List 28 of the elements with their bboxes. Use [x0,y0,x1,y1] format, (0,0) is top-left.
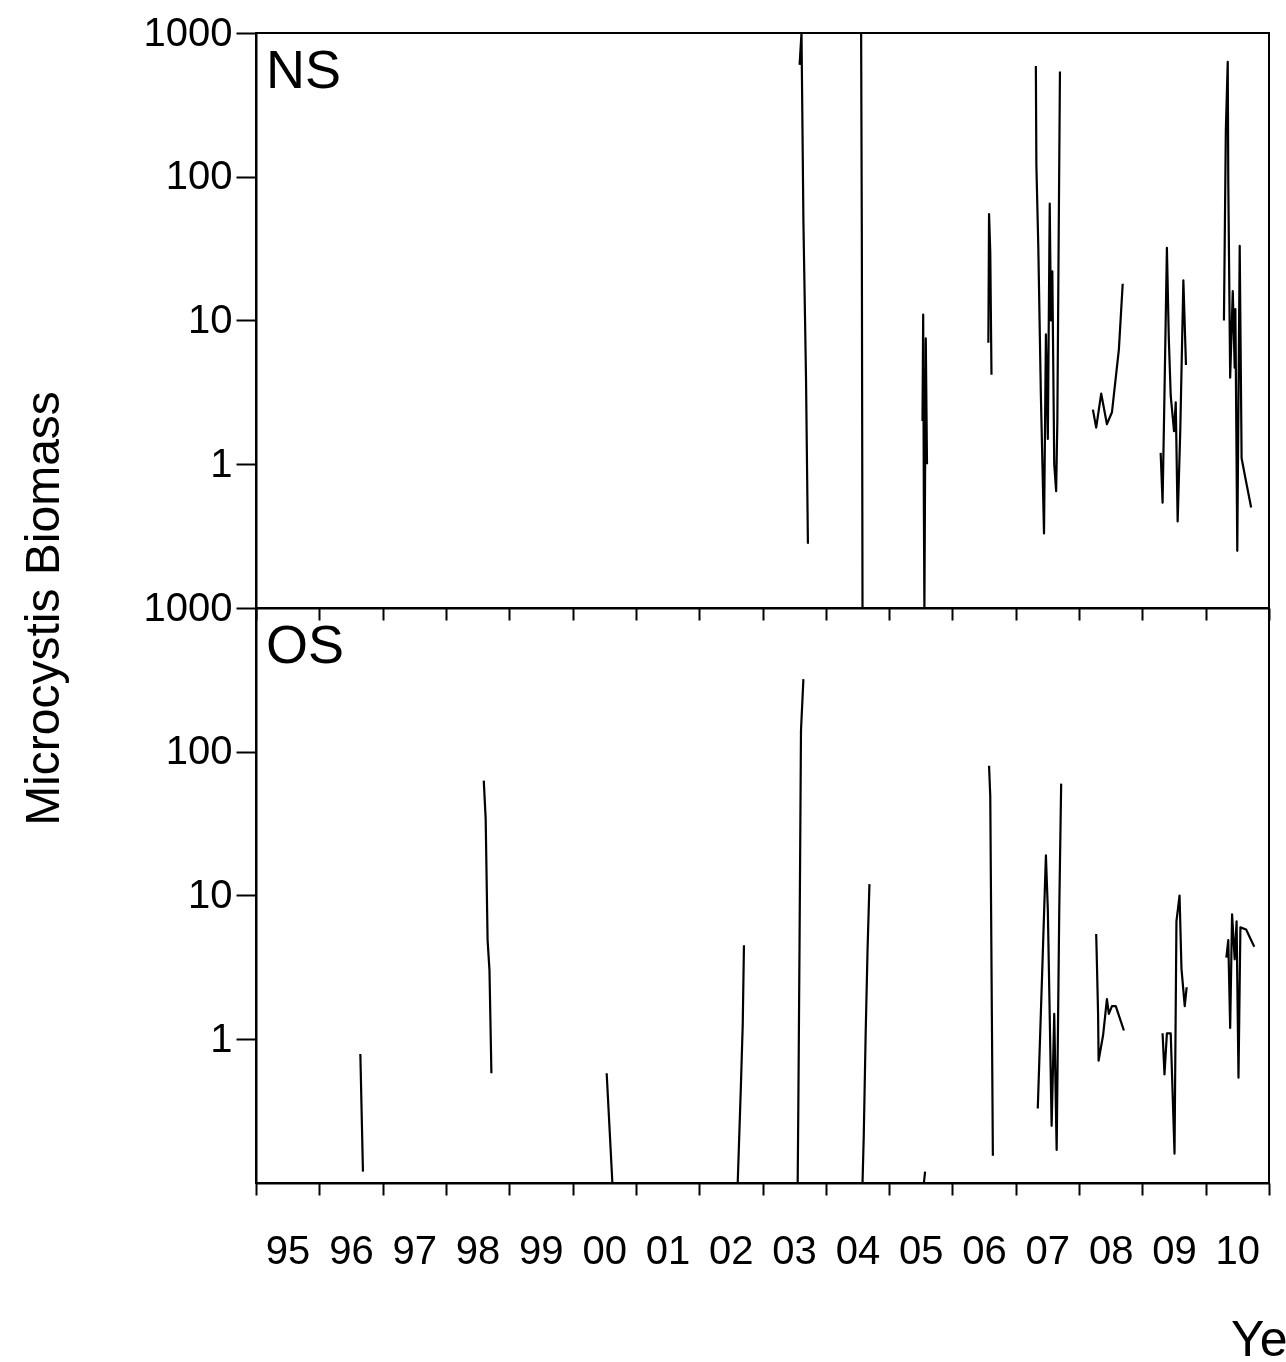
x-tick-label: 05 [899,1227,944,1272]
y-tick-label: 1 [210,440,233,485]
x-tick-label: 98 [455,1227,501,1272]
x-tick-label: 08 [1088,1227,1134,1272]
y-tick-label: 10 [188,297,233,341]
x-axis-title: Ye [1230,1310,1286,1362]
x-tick-label: 00 [582,1227,627,1272]
x-tick-label: 97 [392,1227,438,1272]
x-tick-label: 10 [1215,1227,1261,1272]
x-tick-label: 99 [519,1227,564,1272]
chart-title: NS [266,39,342,99]
y-tick-label: 1 [210,1015,233,1060]
x-tick-label: 96 [329,1227,374,1272]
y-axis-title: Microcystis Biomass [15,391,69,826]
y-tick-label: 10 [188,872,233,916]
x-tick-label: 09 [1152,1227,1197,1272]
x-tick-label: 07 [1025,1227,1071,1272]
chart-title: OS [266,614,345,674]
y-tick-label: 100 [165,728,233,773]
x-tick-label: 03 [772,1227,817,1272]
y-tick-label: 1000 [143,584,233,629]
y-tick-label: 100 [165,153,233,198]
x-tick-label: 01 [645,1227,691,1272]
x-tick-label: 04 [835,1227,881,1272]
x-tick-label: 02 [709,1227,754,1272]
x-tick-label: 95 [265,1227,311,1272]
x-tick-label: 06 [962,1227,1007,1272]
y-tick-label: 1000 [143,9,233,54]
